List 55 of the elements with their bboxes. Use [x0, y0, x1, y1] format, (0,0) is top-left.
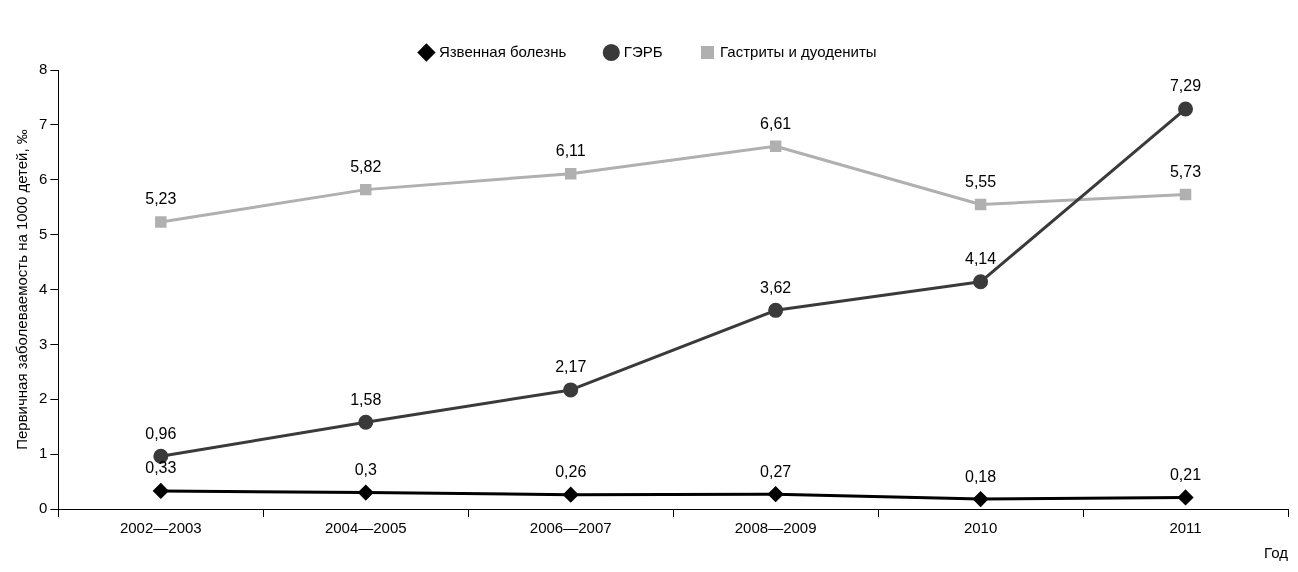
point	[1178, 101, 1194, 117]
data-label: 6,11	[555, 142, 586, 160]
data-label: 0,18	[965, 467, 997, 485]
point	[153, 483, 169, 499]
data-label: 0,26	[555, 463, 587, 481]
y-tick-label: 4	[39, 279, 48, 297]
data-label: 0,33	[145, 459, 177, 477]
point	[973, 491, 989, 507]
point	[1178, 489, 1194, 505]
point	[973, 274, 989, 290]
point	[563, 487, 579, 503]
y-axis-title: Первичная заболеваемость на 1000 детей, ‰	[13, 129, 31, 450]
point	[155, 216, 167, 228]
data-label: 1,58	[350, 390, 382, 408]
x-tick-label: 2002—2003	[119, 519, 202, 537]
data-label: 3,62	[760, 278, 792, 296]
point	[358, 414, 374, 430]
y-tick-label: 7	[39, 115, 48, 133]
data-label: 6,61	[760, 114, 792, 132]
data-label: 5,23	[145, 190, 177, 208]
point	[564, 167, 577, 180]
legend-label: Гастриты и дуодениты	[720, 42, 877, 60]
x-tick-label: 2008—2009	[734, 519, 817, 537]
data-label: 2,17	[555, 358, 587, 376]
y-tick-label: 0	[39, 499, 48, 517]
x-tick-label: 2004—2005	[324, 519, 407, 537]
data-label: 5,73	[1169, 162, 1202, 180]
y-tick-label: 2	[39, 389, 48, 407]
point	[360, 183, 372, 196]
data-label: 4,14	[965, 250, 997, 268]
point	[563, 382, 579, 398]
point	[768, 486, 784, 502]
data-label: 5,55	[965, 172, 997, 190]
point	[768, 302, 784, 318]
data-label: 0,21	[1169, 465, 1202, 483]
data-label: 0,3	[354, 460, 377, 478]
x-tick-label: 2006—2007	[529, 519, 612, 537]
x-tick-label: 2011	[1169, 519, 1202, 537]
point	[358, 485, 374, 501]
y-tick-label: 5	[39, 224, 48, 242]
y-tick-label: 3	[39, 334, 48, 352]
point	[1179, 188, 1192, 201]
x-axis-title: Год	[1264, 544, 1289, 562]
y-tick-label: 1	[39, 444, 48, 462]
y-tick-label: 8	[39, 60, 48, 78]
data-label: 0,27	[760, 462, 792, 480]
data-label: 0,96	[145, 424, 177, 442]
data-label: 5,82	[350, 158, 382, 176]
data-label: 7,29	[1169, 77, 1202, 95]
x-tick-label: 2010	[963, 519, 998, 537]
point	[974, 198, 987, 211]
legend-label: ГЭРБ	[623, 42, 663, 60]
legend-label: Язвенная болезнь	[438, 42, 567, 60]
point	[769, 140, 782, 153]
y-tick-label: 6	[39, 169, 48, 187]
